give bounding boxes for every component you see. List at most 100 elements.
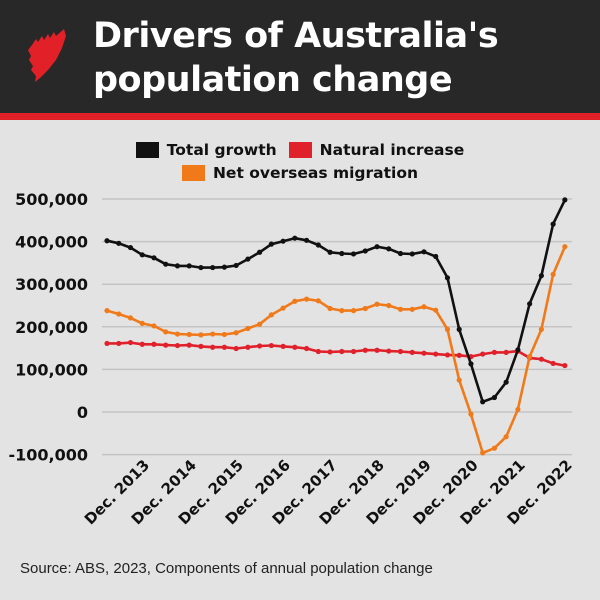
red-stripe <box>0 113 600 120</box>
source-note: Source: ABS, 2023, Components of annual … <box>20 560 433 577</box>
legend-label: Total growth <box>166 140 277 159</box>
data-point-total-growth <box>421 249 427 255</box>
data-point-natural-increase <box>350 348 357 355</box>
data-point-total-growth <box>538 273 544 279</box>
data-point-natural-increase <box>186 342 192 348</box>
data-point-net-overseas-migration <box>503 434 509 440</box>
data-point-net-overseas-migration <box>468 411 474 417</box>
data-point-net-overseas-migration <box>527 354 533 360</box>
data-point-total-growth <box>221 264 227 270</box>
y-tick-label: 0 <box>77 403 88 422</box>
data-point-natural-increase <box>503 349 509 355</box>
data-point-natural-increase <box>339 348 345 355</box>
data-point-net-overseas-migration <box>562 244 568 250</box>
data-point-total-growth <box>292 235 298 241</box>
legend-item-total-growth: Total growth <box>135 140 277 159</box>
data-point-total-growth <box>480 399 486 405</box>
data-point-net-overseas-migration <box>491 445 498 451</box>
legend-item-natural-increase: Natural increase <box>288 140 465 159</box>
data-point-natural-increase <box>151 341 157 347</box>
y-tick-label: 200,000 <box>15 318 88 337</box>
data-point-total-growth <box>327 249 333 255</box>
header-bar: Drivers of Australia's population change <box>0 0 600 113</box>
data-point-net-overseas-migration <box>444 326 451 332</box>
data-point-natural-increase <box>198 343 204 349</box>
data-point-total-growth <box>362 248 368 254</box>
data-point-total-growth <box>468 361 474 367</box>
data-point-total-growth <box>151 255 157 261</box>
data-point-natural-increase <box>303 345 310 352</box>
data-point-total-growth <box>210 264 216 271</box>
y-tick-label: 300,000 <box>15 275 88 294</box>
data-point-natural-increase <box>397 348 404 355</box>
data-point-total-growth <box>104 238 110 244</box>
data-point-net-overseas-migration <box>233 330 239 336</box>
data-point-total-growth <box>562 197 568 203</box>
data-point-natural-increase <box>362 347 368 353</box>
data-point-total-growth <box>163 261 169 267</box>
data-point-natural-increase <box>491 349 498 355</box>
data-point-net-overseas-migration <box>268 312 274 318</box>
data-point-net-overseas-migration <box>245 325 251 332</box>
data-point-natural-increase <box>386 348 392 354</box>
data-point-total-growth <box>198 264 204 271</box>
data-point-natural-increase <box>268 342 274 349</box>
data-point-total-growth <box>127 244 134 251</box>
data-point-total-growth <box>139 252 145 258</box>
data-point-total-growth <box>186 263 192 269</box>
data-point-net-overseas-migration <box>421 304 427 310</box>
data-point-natural-increase <box>480 351 486 357</box>
y-tick-label: 100,000 <box>15 360 88 379</box>
data-point-total-growth <box>174 263 181 269</box>
data-point-natural-increase <box>174 342 181 349</box>
data-point-natural-increase <box>221 344 227 350</box>
data-point-net-overseas-migration <box>139 320 145 326</box>
data-point-total-growth <box>339 250 345 257</box>
data-point-natural-increase <box>292 344 298 350</box>
series-line-net-overseas-migration <box>106 246 567 455</box>
data-point-net-overseas-migration <box>292 298 298 304</box>
data-point-total-growth <box>245 256 251 262</box>
data-point-net-overseas-migration <box>315 298 321 304</box>
data-point-total-growth <box>550 221 556 227</box>
data-point-net-overseas-migration <box>538 326 544 332</box>
data-point-natural-increase <box>456 352 462 358</box>
data-point-net-overseas-migration <box>386 302 392 309</box>
data-point-total-growth <box>280 238 286 244</box>
data-point-net-overseas-migration <box>163 329 169 335</box>
data-point-net-overseas-migration <box>116 311 122 317</box>
page-title: Drivers of Australia's population change <box>93 14 499 102</box>
data-point-net-overseas-migration <box>456 377 462 383</box>
y-tick-label: 500,000 <box>15 190 88 209</box>
data-point-natural-increase <box>127 339 134 346</box>
data-point-natural-increase <box>327 349 333 355</box>
data-point-natural-increase <box>421 350 427 356</box>
data-point-net-overseas-migration <box>257 321 263 327</box>
sbs-logo-icon <box>28 29 66 82</box>
y-tick-label: -100,000 <box>8 446 88 465</box>
data-point-total-growth <box>257 249 263 255</box>
data-point-net-overseas-migration <box>350 308 357 314</box>
data-point-natural-increase <box>163 342 169 348</box>
series-line-natural-increase <box>107 341 566 367</box>
data-point-net-overseas-migration <box>303 296 310 302</box>
data-point-natural-increase <box>374 347 380 353</box>
data-point-total-growth <box>409 251 415 257</box>
data-point-net-overseas-migration <box>174 331 181 337</box>
data-point-total-growth <box>350 251 357 257</box>
data-point-natural-increase <box>280 343 286 349</box>
data-point-natural-increase <box>315 348 321 355</box>
data-point-total-growth <box>456 326 462 332</box>
data-point-total-growth <box>315 242 321 248</box>
data-point-net-overseas-migration <box>198 332 204 338</box>
data-point-net-overseas-migration <box>186 331 192 338</box>
data-point-net-overseas-migration <box>210 331 216 337</box>
data-point-net-overseas-migration <box>374 301 380 307</box>
legend-label: Net overseas migration <box>212 163 419 182</box>
data-point-net-overseas-migration <box>409 306 415 312</box>
title-line-1: Drivers of Australia's <box>93 16 499 56</box>
data-point-total-growth <box>374 244 380 250</box>
legend-label: Natural increase <box>319 140 465 159</box>
data-point-natural-increase <box>257 343 263 349</box>
